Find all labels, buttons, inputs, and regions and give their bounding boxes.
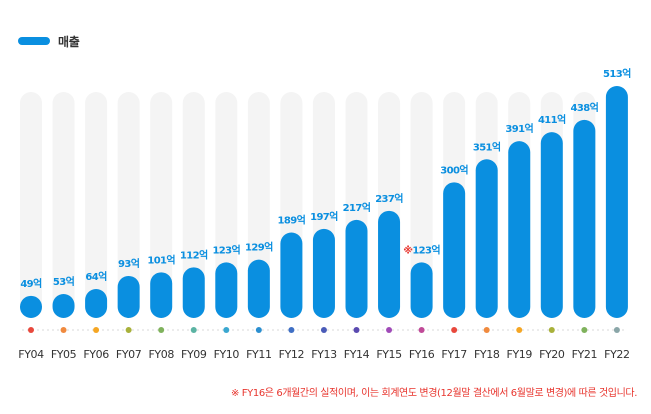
category-dot: [548, 327, 555, 333]
bars: [20, 86, 628, 319]
bar-fy20: [540, 132, 563, 318]
legend-swatch: [18, 37, 50, 45]
value-label: 112억: [180, 249, 208, 261]
category-dot: [613, 327, 620, 333]
value-labels: 49억 53억 64억 93억 101억 112억 123억 129억 189억 197억 217억…: [20, 68, 631, 290]
bar-fy18: [475, 159, 498, 318]
bar-track: [150, 92, 173, 318]
category-dot: [60, 327, 67, 333]
value-label: ※123억: [403, 244, 440, 256]
bar-fy05: [52, 294, 75, 318]
category-dot: [28, 327, 34, 333]
tick-label: FY20: [539, 348, 565, 361]
category-dot: [516, 327, 523, 333]
value-label: 101억: [147, 254, 175, 266]
value-label: 217억: [343, 202, 371, 214]
tick-label: FY12: [279, 348, 304, 361]
value-label: 411억: [538, 114, 566, 126]
tick-label: FY17: [441, 348, 467, 361]
bar-fy07: [117, 275, 140, 318]
x-axis-ticks: FY04 FY05 FY06 FY07 FY08 FY09 FY10 FY11 FY12 FY13…: [18, 348, 630, 361]
bar-fy08: [150, 272, 173, 318]
bar-track: [52, 92, 75, 318]
bar-fy11: [247, 259, 270, 318]
bar-fy21: [573, 119, 596, 319]
tick-label: FY06: [83, 348, 109, 361]
category-dot: [320, 327, 327, 333]
value-label: 189억: [278, 215, 306, 227]
bar-fy16: [410, 262, 433, 318]
bar-fy04: [20, 295, 42, 318]
category-dot: [581, 327, 588, 333]
tick-label: FY11: [246, 348, 271, 361]
bar-fy12: [280, 232, 303, 318]
category-dot: [223, 327, 230, 333]
tick-label: FY15: [376, 348, 402, 361]
bar-fy13: [312, 228, 335, 318]
tick-label: FY19: [507, 348, 533, 361]
tick-label: FY14: [344, 348, 370, 361]
bar-fy10: [215, 262, 238, 318]
value-label: 64억: [85, 271, 107, 283]
bar-fy06: [85, 289, 108, 318]
bar-fy09: [182, 267, 205, 318]
legend-label: 매출: [58, 34, 80, 49]
tick-label: FY05: [51, 348, 77, 361]
value-label: 513억: [603, 68, 631, 80]
value-label: 237억: [375, 193, 403, 205]
category-dot: [386, 327, 393, 333]
value-label: 351억: [473, 141, 501, 153]
bar-track: [215, 92, 238, 318]
value-label: 123억: [212, 244, 240, 256]
tick-label: FY09: [181, 348, 207, 361]
value-label: 129억: [245, 242, 273, 254]
tick-label: FY16: [409, 348, 435, 361]
tick-label: FY07: [116, 348, 142, 361]
category-dot: [418, 327, 425, 333]
value-label: 93억: [118, 258, 140, 270]
tick-label: FY04: [18, 348, 44, 361]
value-label: 53억: [53, 276, 75, 288]
bar-fy15: [378, 210, 401, 318]
tick-label: FY08: [148, 348, 174, 361]
tick-label: FY22: [604, 348, 629, 361]
footnote: ※ FY16은 6개월간의 실적이며, 이는 회계연도 변경(12월말 결산에서…: [231, 388, 637, 399]
bar-track: [410, 92, 433, 318]
value-label: 438억: [571, 102, 599, 114]
tick-label: FY21: [572, 348, 597, 361]
category-dot: [483, 327, 490, 333]
category-dot: [255, 327, 262, 333]
category-dot: [288, 327, 295, 333]
tick-label: FY18: [474, 348, 500, 361]
category-dot: [158, 327, 165, 333]
tick-label: FY10: [214, 348, 240, 361]
bar-track: [20, 92, 42, 318]
category-dot: [353, 327, 360, 333]
bar-fy19: [508, 141, 531, 318]
category-dot: [190, 327, 197, 333]
value-label: 300억: [440, 164, 468, 176]
value-label: 391억: [505, 123, 533, 135]
bar-fy17: [443, 182, 466, 318]
category-dots: [28, 327, 620, 333]
bar-track: [182, 92, 205, 318]
bar-fy14: [345, 219, 368, 318]
bar-track: [117, 92, 140, 318]
tick-label: FY13: [311, 348, 337, 361]
value-label: 197억: [310, 211, 338, 223]
bar-fy22: [605, 86, 628, 318]
category-dot: [93, 327, 100, 333]
value-label: 49억: [20, 278, 42, 290]
category-dot: [125, 327, 132, 333]
category-dot: [451, 327, 458, 333]
legend: 매출: [18, 33, 80, 49]
bar-track: [85, 92, 108, 318]
